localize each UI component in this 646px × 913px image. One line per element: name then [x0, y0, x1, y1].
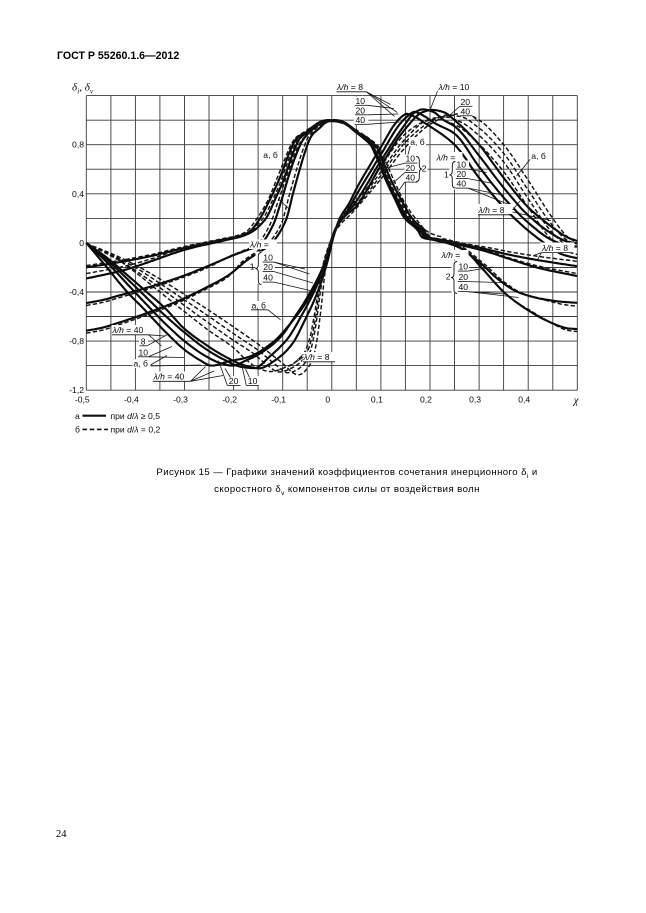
svg-text:λ/h =: λ/h = [436, 152, 456, 162]
svg-text:0,3: 0,3 [469, 395, 481, 405]
svg-text:20: 20 [263, 262, 273, 272]
svg-text:б: б [75, 425, 80, 435]
svg-text:λ/h =: λ/h = [441, 250, 461, 260]
svg-text:10: 10 [248, 376, 258, 386]
svg-text:40: 40 [356, 115, 366, 125]
svg-text:10: 10 [263, 253, 273, 263]
svg-text:а, б: а, б [410, 137, 425, 147]
svg-text:-0,2: -0,2 [222, 395, 237, 405]
svg-text:20: 20 [229, 376, 239, 386]
svg-text:λ/h = 8: λ/h = 8 [541, 243, 568, 253]
svg-text:2: 2 [446, 271, 451, 281]
svg-text:при d/λ ≥ 0,5: при d/λ ≥ 0,5 [111, 411, 161, 421]
svg-text:λ/h = 8: λ/h = 8 [303, 352, 330, 362]
svg-text:λ/h =: λ/h = [249, 240, 269, 250]
svg-text:-0,3: -0,3 [173, 395, 188, 405]
svg-text:-0,4: -0,4 [69, 287, 84, 297]
svg-text:-0,8: -0,8 [69, 336, 84, 346]
svg-text:10: 10 [139, 347, 149, 357]
svg-text:20: 20 [461, 97, 471, 107]
svg-text:40: 40 [406, 173, 416, 183]
svg-text:1: 1 [250, 261, 255, 271]
svg-text:-0,5: -0,5 [75, 395, 90, 405]
svg-text:10: 10 [356, 96, 366, 106]
svg-text:а: а [75, 411, 80, 421]
svg-text:-0,4: -0,4 [124, 395, 139, 405]
svg-text:а, б: а, б [531, 151, 546, 161]
svg-text:10: 10 [406, 154, 416, 164]
svg-text:0: 0 [79, 238, 84, 248]
svg-text:40: 40 [459, 282, 469, 292]
svg-text:χ: χ [573, 395, 580, 407]
svg-text:20: 20 [457, 169, 467, 179]
svg-text:10: 10 [459, 262, 469, 272]
svg-text:λ/h = 8: λ/h = 8 [478, 205, 505, 215]
svg-text:-0,1: -0,1 [271, 395, 286, 405]
svg-text:0,4: 0,4 [72, 189, 84, 199]
svg-text:8: 8 [141, 336, 146, 346]
svg-text:0,1: 0,1 [371, 395, 383, 405]
svg-text:0,2: 0,2 [420, 395, 432, 405]
svg-text:при d/λ = 0,2: при d/λ = 0,2 [111, 425, 161, 435]
svg-text:0: 0 [325, 395, 330, 405]
svg-text:λ/h = 40: λ/h = 40 [153, 372, 185, 382]
svg-text:2: 2 [422, 164, 427, 174]
svg-text:0,4: 0,4 [518, 395, 530, 405]
svg-text:-1,2: -1,2 [69, 385, 84, 395]
svg-text:10: 10 [457, 160, 467, 170]
svg-text:а, б: а, б [263, 150, 278, 160]
svg-text:20: 20 [356, 105, 366, 115]
svg-text:40: 40 [263, 273, 273, 283]
svg-text:20: 20 [406, 163, 416, 173]
svg-text:λ/h = 10: λ/h = 10 [438, 82, 470, 92]
svg-text:λ/h = 40: λ/h = 40 [112, 325, 144, 335]
svg-text:1: 1 [444, 169, 449, 179]
svg-text:а, б: а, б [134, 358, 149, 368]
svg-text:40: 40 [461, 106, 471, 116]
svg-text:а, б: а, б [252, 300, 267, 310]
svg-text:40: 40 [457, 179, 467, 189]
svg-text:λ/h = 8: λ/h = 8 [336, 82, 363, 92]
svg-text:20: 20 [459, 272, 469, 282]
svg-text:δi, δv: δi, δv [72, 82, 94, 96]
svg-text:0,8: 0,8 [72, 140, 84, 150]
